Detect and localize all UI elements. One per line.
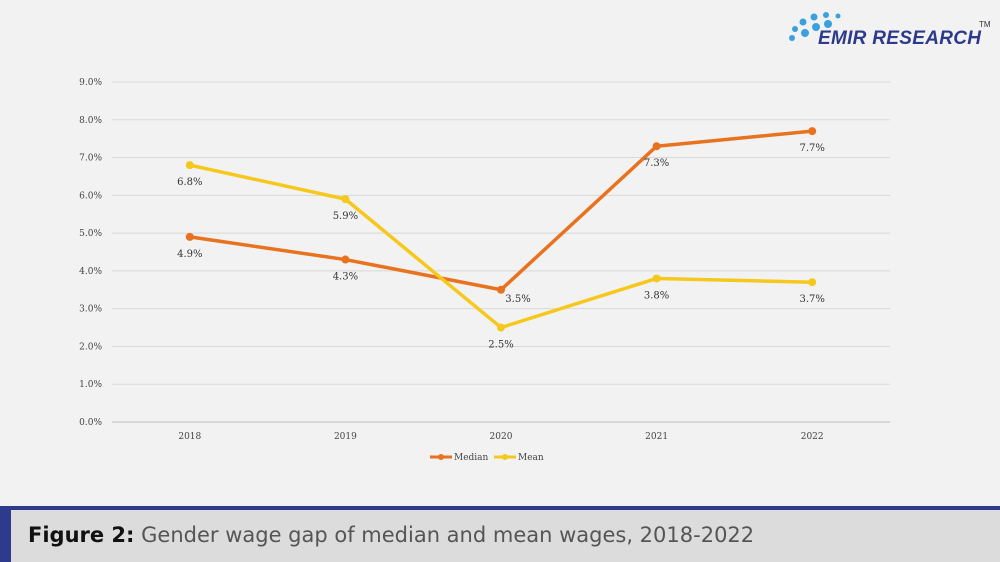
data-label: 6.8% bbox=[177, 177, 202, 188]
data-label: 3.8% bbox=[644, 290, 669, 301]
y-tick-label: 7.0% bbox=[79, 154, 102, 164]
legend-marker bbox=[502, 454, 508, 460]
data-point-mean bbox=[341, 195, 350, 204]
data-point-mean bbox=[185, 161, 194, 170]
legend-label: Median bbox=[454, 453, 489, 463]
x-tick-label: 2019 bbox=[334, 432, 357, 442]
data-point-median bbox=[185, 232, 194, 241]
x-tick-label: 2022 bbox=[801, 432, 824, 442]
logo-text: EMIR RESEARCH bbox=[818, 28, 982, 49]
x-tick-label: 2021 bbox=[645, 432, 668, 442]
trademark: TM bbox=[979, 20, 991, 29]
logo-dots-icon bbox=[789, 12, 841, 41]
y-tick-label: 4.0% bbox=[79, 267, 102, 277]
data-label: 3.5% bbox=[505, 294, 530, 305]
y-tick-label: 5.0% bbox=[79, 229, 102, 239]
figure-caption: Figure 2: Gender wage gap of median and … bbox=[11, 510, 1000, 562]
data-label: 7.7% bbox=[799, 143, 824, 154]
x-tick-label: 2018 bbox=[178, 432, 201, 442]
y-tick-label: 8.0% bbox=[79, 116, 102, 126]
footer-accent bbox=[0, 506, 11, 562]
y-tick-label: 1.0% bbox=[79, 380, 102, 390]
data-label: 3.7% bbox=[799, 294, 824, 305]
data-label: 4.3% bbox=[333, 272, 358, 283]
footer-divider bbox=[0, 506, 1000, 510]
y-tick-label: 6.0% bbox=[79, 191, 102, 201]
y-tick-label: 2.0% bbox=[79, 342, 102, 352]
legend-marker bbox=[438, 454, 444, 460]
y-tick-label: 3.0% bbox=[79, 305, 102, 315]
data-point-mean bbox=[808, 278, 817, 287]
y-tick-label: 0.0% bbox=[79, 418, 102, 428]
caption-label: Figure 2: bbox=[28, 523, 135, 547]
emir-research-logo: EMIR RESEARCH TM bbox=[786, 8, 996, 54]
data-label: 4.9% bbox=[177, 249, 202, 260]
legend-label: Mean bbox=[518, 453, 544, 463]
data-point-mean bbox=[652, 274, 661, 283]
y-tick-label: 9.0% bbox=[79, 78, 102, 88]
series-line-median bbox=[189, 129, 813, 292]
data-point-median bbox=[341, 255, 350, 264]
caption-text: Gender wage gap of median and mean wages… bbox=[141, 523, 755, 547]
data-label: 5.9% bbox=[333, 211, 358, 222]
data-point-mean bbox=[497, 323, 505, 332]
data-point-median bbox=[497, 285, 505, 294]
x-tick-label: 2020 bbox=[490, 432, 513, 442]
series-line-mean bbox=[189, 163, 813, 330]
line-chart: 0.0% 1.0% 2.0% 3.0% 4.0% 5.0% 6.0% 7.0% 8.0% 9.0%… bbox=[79, 78, 890, 463]
data-point-median bbox=[808, 127, 817, 136]
data-point-median bbox=[652, 142, 661, 151]
data-label: 7.3% bbox=[644, 158, 669, 169]
data-label: 2.5% bbox=[488, 340, 513, 351]
